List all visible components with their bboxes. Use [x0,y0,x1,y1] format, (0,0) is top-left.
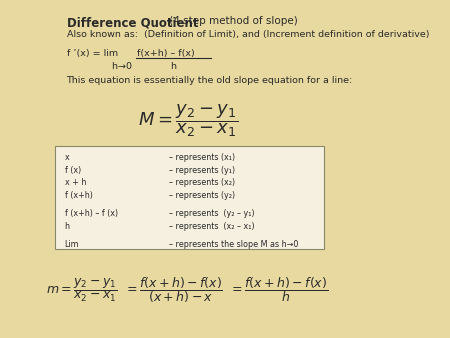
Text: – represents  (y₂ – y₁): – represents (y₂ – y₁) [169,209,255,218]
Text: – represents (y₁): – represents (y₁) [169,166,235,175]
Text: (4 step method of slope): (4 step method of slope) [166,17,298,26]
Text: $m = \dfrac{y_2 - y_1}{x_2 - x_1} \;\; = \dfrac{f(x+h)-f(x)}{(x+h)-x} \;\; = \df: $m = \dfrac{y_2 - y_1}{x_2 - x_1} \;\; =… [46,274,329,305]
Text: f ’(x) = lim: f ’(x) = lim [67,49,118,58]
Text: x + h: x + h [65,178,86,187]
Text: f (x+h) – f (x): f (x+h) – f (x) [65,209,118,218]
FancyBboxPatch shape [55,146,324,249]
Text: h→0: h→0 [67,62,131,71]
Text: Also known as:  (Definition of Limit), and (Increment definition of derivative): Also known as: (Definition of Limit), an… [67,30,429,39]
Text: – represents (x₁): – represents (x₁) [169,153,235,162]
Text: h: h [170,62,176,71]
Text: This equation is essentially the old slope equation for a line:: This equation is essentially the old slo… [67,76,353,85]
Text: Lim: Lim [65,240,79,249]
Text: – represents the slope M as h→0: – represents the slope M as h→0 [169,240,298,249]
Text: – represents (y₂): – represents (y₂) [169,191,235,200]
Text: – represents  (x₂ – x₁): – represents (x₂ – x₁) [169,222,255,231]
Text: f (x): f (x) [65,166,81,175]
Text: f(x+h) – f(x): f(x+h) – f(x) [137,49,195,58]
Text: $M = \dfrac{y_2 - y_1}{x_2 - x_1}$: $M = \dfrac{y_2 - y_1}{x_2 - x_1}$ [138,102,238,139]
Text: x: x [65,153,69,162]
Text: h: h [65,222,70,231]
Text: f (x+h): f (x+h) [65,191,93,200]
Text: – represents (x₂): – represents (x₂) [169,178,235,187]
Text: Difference Quotient: Difference Quotient [67,17,198,29]
